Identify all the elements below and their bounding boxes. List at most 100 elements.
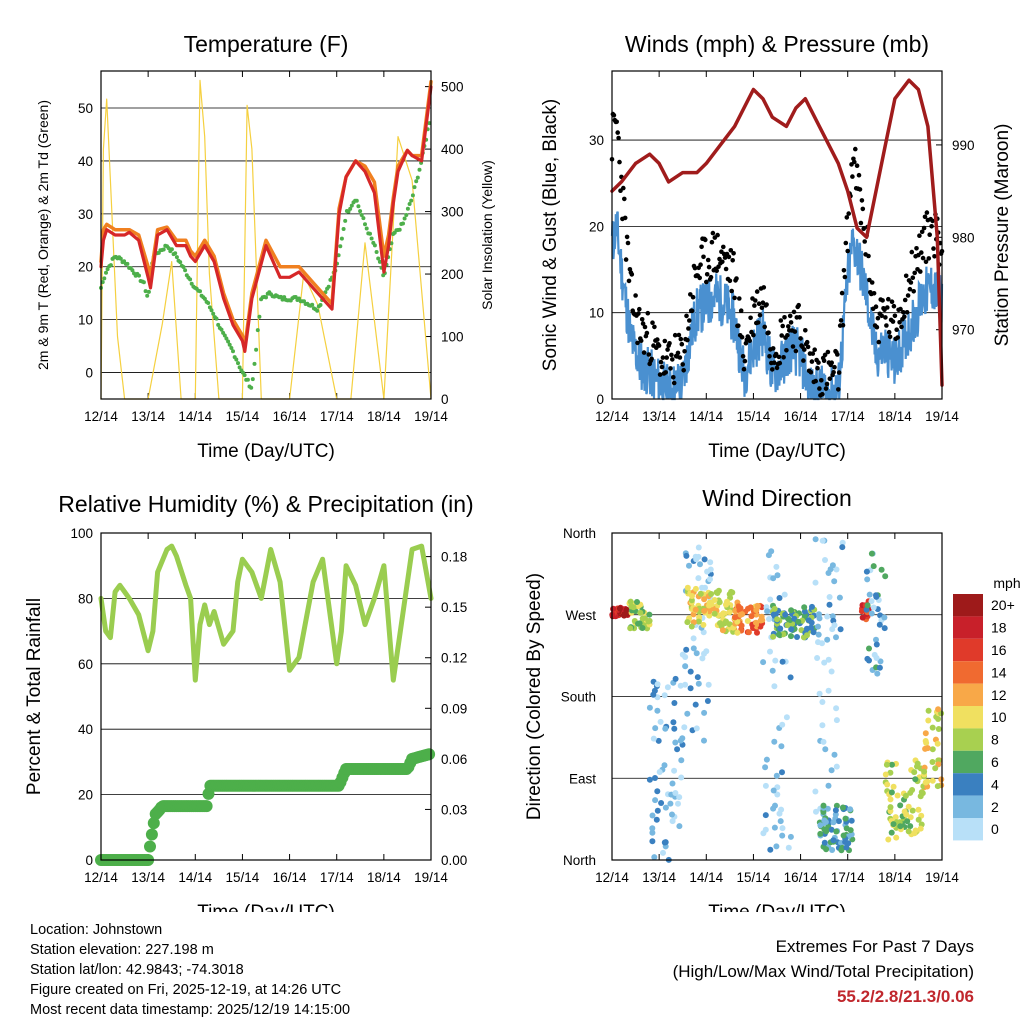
gust-point (922, 214, 928, 220)
direction-point (825, 782, 832, 789)
dewpoint-point (372, 243, 377, 248)
direction-point (884, 781, 891, 788)
direction-point (682, 663, 689, 670)
gust-point (841, 268, 847, 273)
direction-point (662, 725, 669, 732)
direction-point (687, 685, 694, 692)
direction-point (813, 808, 819, 815)
direction-point (877, 658, 884, 665)
gust-point (903, 273, 909, 279)
direction-point (847, 806, 854, 813)
dewpoint-point (236, 361, 240, 366)
gust-point (721, 244, 726, 250)
gust-point (705, 257, 711, 263)
direction-point (819, 722, 826, 729)
direction-point (697, 590, 704, 597)
x-tick-label: 12/14 (84, 870, 118, 885)
dewpoint-point (100, 280, 105, 285)
direction-point (753, 619, 759, 626)
gust-point (871, 291, 877, 296)
station-latlon: Station lat/lon: 42.9843; -74.3018 (30, 962, 244, 978)
x-tick-label: 15/14 (737, 409, 771, 424)
direction-point (693, 556, 700, 563)
direction-point (903, 811, 910, 818)
gust-point (678, 336, 684, 342)
gust-point (859, 198, 865, 203)
direction-point (628, 603, 635, 610)
dewpoint-point (209, 308, 214, 313)
direction-point (864, 576, 871, 583)
direction-point (894, 792, 901, 799)
gust-point (645, 310, 651, 316)
gust-point (785, 333, 790, 338)
direction-point (770, 633, 777, 640)
gust-point (646, 352, 652, 357)
y2-tick-label: 300 (441, 205, 464, 220)
dewpoint-point (369, 236, 374, 241)
direction-point (689, 593, 695, 599)
gust-point (714, 268, 719, 274)
direction-point (773, 563, 780, 570)
direction-point (737, 611, 744, 618)
gust-point (831, 370, 836, 375)
gust-point (805, 344, 811, 350)
gust-point (788, 320, 794, 325)
direction-point (679, 651, 686, 658)
dewpoint-point (407, 202, 412, 206)
direction-point (658, 800, 665, 806)
direction-point (833, 828, 840, 835)
direction-point (744, 618, 751, 624)
x-axis-label: Time (Day/UTC) (197, 441, 335, 462)
gust-point (708, 274, 714, 280)
chart-title: Winds (mph) & Pressure (mb) (625, 31, 929, 57)
direction-point (690, 635, 697, 642)
direction-point (637, 609, 644, 616)
dewpoint-point (255, 328, 260, 333)
dewpoint-point (166, 246, 171, 251)
dewpoint-point (318, 303, 323, 307)
direction-point (775, 631, 782, 638)
y-tick-label: 40 (78, 154, 93, 169)
x-tick-label: 14/14 (178, 870, 212, 885)
direction-point (812, 536, 819, 543)
direction-point (876, 621, 883, 628)
gust-point (677, 355, 683, 360)
gust-point (706, 264, 712, 270)
direction-point (917, 793, 924, 800)
gust-point (659, 364, 665, 370)
y-tick-label: 20 (589, 219, 604, 234)
direction-point (814, 655, 821, 661)
gust-point (665, 347, 670, 352)
gust-point (889, 299, 895, 305)
gust-point (656, 343, 662, 348)
gust-point (810, 351, 816, 356)
gust-point (742, 358, 748, 364)
direction-point (778, 743, 785, 750)
gust-point (638, 338, 644, 344)
direction-point (915, 806, 922, 813)
dewpoint-point (252, 361, 257, 366)
dewpoint-point (222, 333, 227, 338)
direction-point (700, 621, 707, 628)
gust-point (692, 265, 698, 271)
x-tick-label: 12/14 (595, 870, 629, 885)
dewpoint-point (188, 277, 193, 282)
direction-point (661, 762, 668, 769)
direction-point (882, 771, 889, 778)
direction-point (692, 606, 699, 613)
direction-point (815, 623, 821, 630)
gust-point (773, 351, 779, 357)
dewpoint-point (264, 295, 268, 300)
direction-point (929, 777, 936, 784)
x-tick-label: 18/14 (367, 870, 401, 885)
gust-point (873, 304, 879, 310)
direction-point (907, 814, 914, 821)
direction-point (695, 618, 702, 625)
gust-point (747, 338, 752, 344)
direction-point (772, 611, 779, 618)
gust-point (614, 119, 619, 125)
gust-point (812, 347, 817, 353)
direction-point (776, 810, 783, 817)
y2-tick-label: 100 (441, 330, 464, 345)
y2-tick-label: 980 (952, 230, 975, 245)
